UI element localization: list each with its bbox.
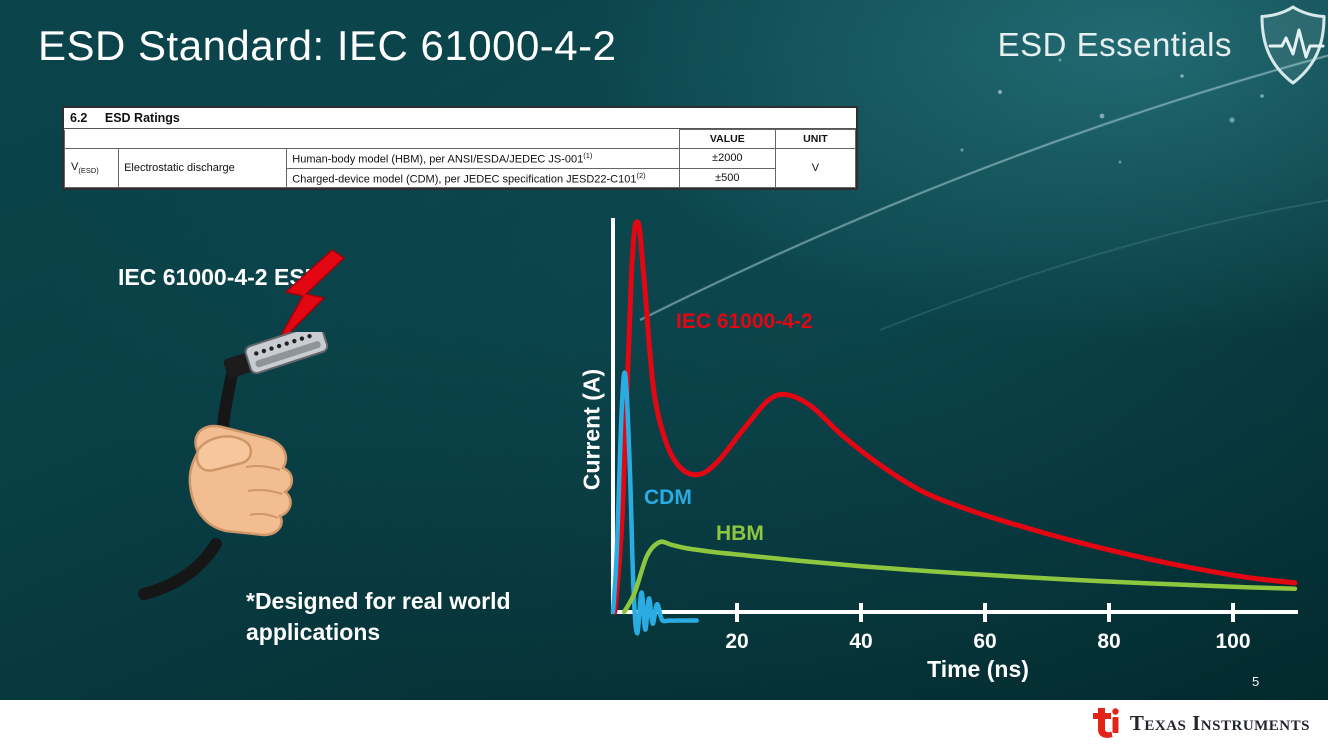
page-title: ESD Standard: IEC 61000-4-2 <box>38 22 617 69</box>
param-name-cell: Electrostatic discharge <box>118 147 288 189</box>
chart-canvas: 20 40 60 80 100 <box>610 218 1298 653</box>
curve-iec-61000-4-2 <box>612 219 1298 615</box>
svg-text:100: 100 <box>1215 630 1250 653</box>
esd-shield-icon <box>1260 5 1326 85</box>
hbm-value-cell: ±2000 <box>678 148 776 169</box>
param-subscript: (ESD) <box>78 166 99 176</box>
curve-cdm <box>610 370 699 636</box>
unit-column-header: UNIT <box>774 129 857 149</box>
lightning-bolt-icon <box>273 249 345 349</box>
hand-holding-hdmi-illustration <box>138 332 329 600</box>
ti-bug-icon <box>1092 708 1119 738</box>
esd-current-chart: 20 40 60 80 100 Current (A) Time (ns) IEC 61… <box>558 212 1303 682</box>
param-symbol: V <box>71 161 79 174</box>
x-axis-label: Time (ns) <box>927 656 1029 682</box>
cdm-description-cell: Charged-device model (CDM), per JEDEC sp… <box>286 167 680 189</box>
ratings-grid: VALUE UNIT V(ESD) Electrostatic discharg… <box>63 129 857 189</box>
footnote: *Designed for real world applications <box>246 588 511 646</box>
curve-label-hbm: HBM <box>716 522 764 545</box>
table-row: V(ESD) Electrostatic discharge Human-bod… <box>63 147 857 189</box>
section-title-text: ESD Ratings <box>104 111 180 125</box>
value-column-header: VALUE <box>678 129 776 149</box>
curve-label-cdm: CDM <box>644 486 692 509</box>
cable-lower <box>138 538 222 600</box>
ti-wordmark: Texas Instruments <box>1129 710 1310 735</box>
iec-esd-caption: IEC 61000-4-2 ESD <box>118 264 322 290</box>
section-number: 6.2 <box>70 111 88 125</box>
param-symbol-cell: V(ESD) <box>63 147 120 189</box>
curve-label-iec: IEC 61000-4-2 <box>676 310 813 333</box>
unit-cell: V <box>774 147 857 189</box>
y-axis-label: Current (A) <box>578 368 605 491</box>
svg-text:40: 40 <box>849 630 872 653</box>
cdm-value-cell: ±500 <box>678 167 776 189</box>
curve-hbm <box>621 539 1298 615</box>
svg-text:20: 20 <box>725 630 748 653</box>
series-title: ESD Essentials <box>997 26 1232 63</box>
hand-shape <box>188 424 294 537</box>
esd-ratings-table: 6.2 ESD Ratings VALUE UNIT V(ESD) Electr… <box>62 106 858 191</box>
table-row: Charged-device model (CDM), per JEDEC sp… <box>65 167 856 189</box>
svg-text:60: 60 <box>973 630 996 653</box>
table-header-row: VALUE UNIT <box>64 129 857 149</box>
hdmi-connector <box>223 332 329 379</box>
footer-bar: Texas Instruments <box>0 700 1328 746</box>
svg-text:80: 80 <box>1097 630 1120 653</box>
ti-logo: Texas Instruments <box>1091 706 1310 740</box>
hbm-description-cell: Human-body model (HBM), per ANSI/ESDA/JE… <box>286 148 680 169</box>
page-number: 5 <box>1252 674 1260 689</box>
header-blank-cell <box>64 129 680 149</box>
table-section-title: 6.2 ESD Ratings <box>64 108 856 129</box>
